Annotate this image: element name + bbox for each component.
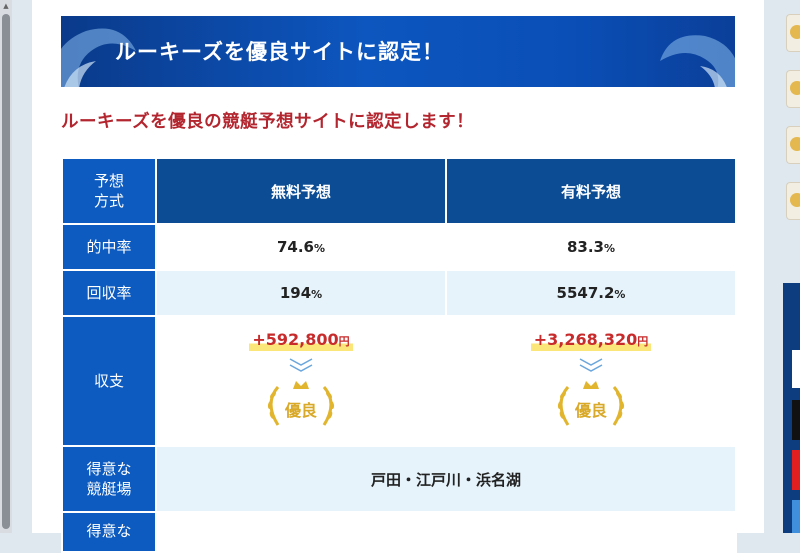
side-nav-tab[interactable]	[786, 70, 800, 108]
share-button[interactable]	[792, 450, 800, 490]
next-value	[155, 511, 737, 553]
share-button[interactable]	[792, 350, 800, 388]
comparison-table: 予想 方式 無料予想 有料予想 的中率 74.6% 83.3% 回収率 194%…	[61, 157, 737, 553]
paid-balance-value: +3,268,320	[533, 329, 638, 349]
paid-balance-amount: +3,268,320円	[530, 329, 652, 351]
paid-hit-rate-value: 83.3	[566, 238, 604, 256]
excellent-badge: 優良	[546, 375, 636, 433]
side-nav-tab[interactable]	[786, 126, 800, 164]
free-balance: +592,800円	[155, 315, 447, 447]
free-hit-rate-value: 74.6	[276, 238, 314, 256]
free-balance-amount: +592,800円	[249, 329, 353, 351]
section-banner: ルーキーズを優良サイトに認定！	[61, 16, 735, 87]
side-nav-tab[interactable]	[786, 14, 800, 52]
badge-icon	[790, 81, 800, 95]
paid-recovery-rate-value: 5547.2	[556, 284, 615, 302]
double-chevron-down-icon	[579, 357, 603, 372]
table-header-row: 予想 方式 無料予想 有料予想	[61, 157, 737, 225]
section-subheading: ルーキーズを優良の競艇予想サイトに認定します！	[61, 112, 475, 132]
share-button[interactable]	[792, 500, 800, 533]
table-row-recovery-rate: 回収率 194% 5547.2%	[61, 269, 737, 317]
badge-icon	[790, 25, 800, 39]
column-header-paid: 有料予想	[445, 157, 737, 225]
yen-unit: 円	[637, 334, 649, 348]
row-label-balance: 収支	[61, 315, 157, 447]
percent-unit: %	[614, 288, 626, 301]
percent-unit: %	[603, 242, 616, 255]
double-chevron-down-icon	[289, 357, 313, 372]
paid-balance: +3,268,320円	[445, 315, 737, 447]
article-card: ルーキーズを優良サイトに認定！ ルーキーズを優良の競艇予想サイトに認定します！ …	[32, 0, 764, 553]
row-label-text: 得意な 競艇場	[86, 460, 132, 498]
banner-title: ルーキーズを優良サイトに認定！	[115, 40, 444, 64]
share-button[interactable]	[792, 400, 800, 440]
paid-recovery-rate: 5547.2%	[445, 269, 737, 317]
row-label-venues: 得意な 競艇場	[61, 445, 157, 513]
scroll-thumb[interactable]	[2, 14, 10, 529]
badge-icon	[790, 193, 800, 207]
row-label-method: 予想 方式	[61, 157, 157, 225]
yen-unit: 円	[338, 334, 350, 348]
side-nav-tab[interactable]	[786, 182, 800, 220]
vertical-scrollbar[interactable]: ▲	[0, 0, 12, 533]
venues-value: 戸田・江戸川・浜名湖	[155, 445, 737, 513]
percent-unit: %	[313, 242, 326, 255]
row-label-text: 予想 方式	[93, 172, 124, 210]
free-recovery-rate-value: 194	[279, 284, 312, 302]
wave-decoration-icon	[61, 28, 136, 87]
table-row-next: 得意な	[61, 511, 737, 553]
excellent-badge: 優良	[256, 375, 346, 433]
row-label-recovery-rate: 回収率	[61, 269, 157, 317]
scroll-up-arrow-icon[interactable]: ▲	[3, 2, 9, 10]
column-header-free: 無料予想	[155, 157, 447, 225]
badge-icon	[790, 137, 800, 151]
free-balance-value: +592,800	[252, 329, 339, 349]
row-label-hit-rate: 的中率	[61, 223, 157, 271]
crown-laurel-icon	[267, 380, 335, 426]
table-row-hit-rate: 的中率 74.6% 83.3%	[61, 223, 737, 271]
badge-label: 優良	[574, 400, 607, 420]
row-label-next: 得意な	[61, 511, 157, 553]
free-recovery-rate: 194%	[155, 269, 447, 317]
table-row-balance: 収支 +592,800円	[61, 315, 737, 447]
crown-laurel-icon	[557, 380, 625, 426]
badge-label: 優良	[284, 400, 317, 420]
table-row-venues: 得意な 競艇場 戸田・江戸川・浜名湖	[61, 445, 737, 513]
free-hit-rate: 74.6%	[155, 223, 447, 271]
percent-unit: %	[311, 288, 323, 301]
wave-decoration-icon	[660, 35, 735, 87]
paid-hit-rate: 83.3%	[445, 223, 737, 271]
